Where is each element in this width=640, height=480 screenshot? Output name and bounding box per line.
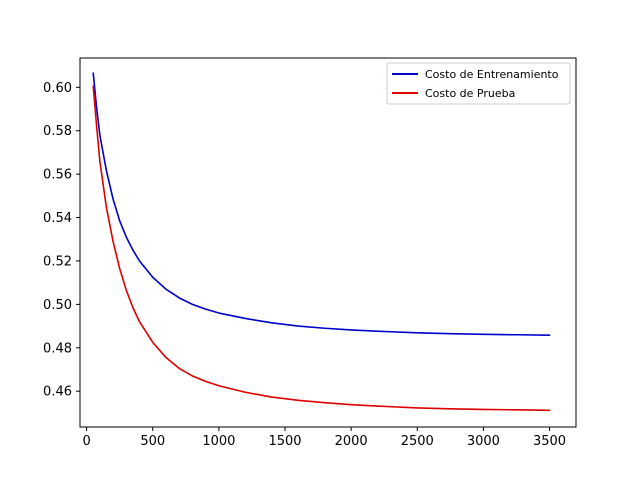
y-tick-label: 0.54 [43, 211, 72, 226]
legend-label-training: Costo de Entrenamiento [425, 68, 559, 81]
x-tick-label: 1000 [202, 434, 235, 449]
x-tick-label: 2500 [401, 434, 434, 449]
y-tick-label: 0.60 [43, 81, 72, 96]
plot-layer: 0 500 1000 1500 2000 2500 3000 3500 0.46 0.48 0.50… [43, 72, 566, 449]
training-cost-line [92, 72, 551, 336]
x-tick-label: 3000 [467, 434, 500, 449]
y-tick-label: 0.56 [43, 168, 72, 183]
x-tick-label: 0 [82, 434, 90, 449]
y-tick-label: 0.50 [43, 298, 72, 313]
x-tick-label: 2000 [335, 434, 368, 449]
legend-label-test: Costo de Prueba [425, 87, 515, 100]
y-tick-label: 0.48 [43, 341, 72, 356]
x-tick-label: 3500 [533, 434, 566, 449]
legend: Costo de Entrenamiento Costo de Prueba [386, 62, 571, 105]
y-tick-label: 0.46 [43, 385, 72, 400]
test-cost-line [92, 85, 551, 412]
y-tick-label: 0.52 [43, 254, 72, 269]
plot-frame [79, 57, 577, 428]
legend-box [386, 62, 571, 105]
x-tick-label: 500 [140, 434, 165, 449]
y-tick-label: 0.58 [43, 124, 72, 139]
x-tick-label: 1500 [268, 434, 301, 449]
